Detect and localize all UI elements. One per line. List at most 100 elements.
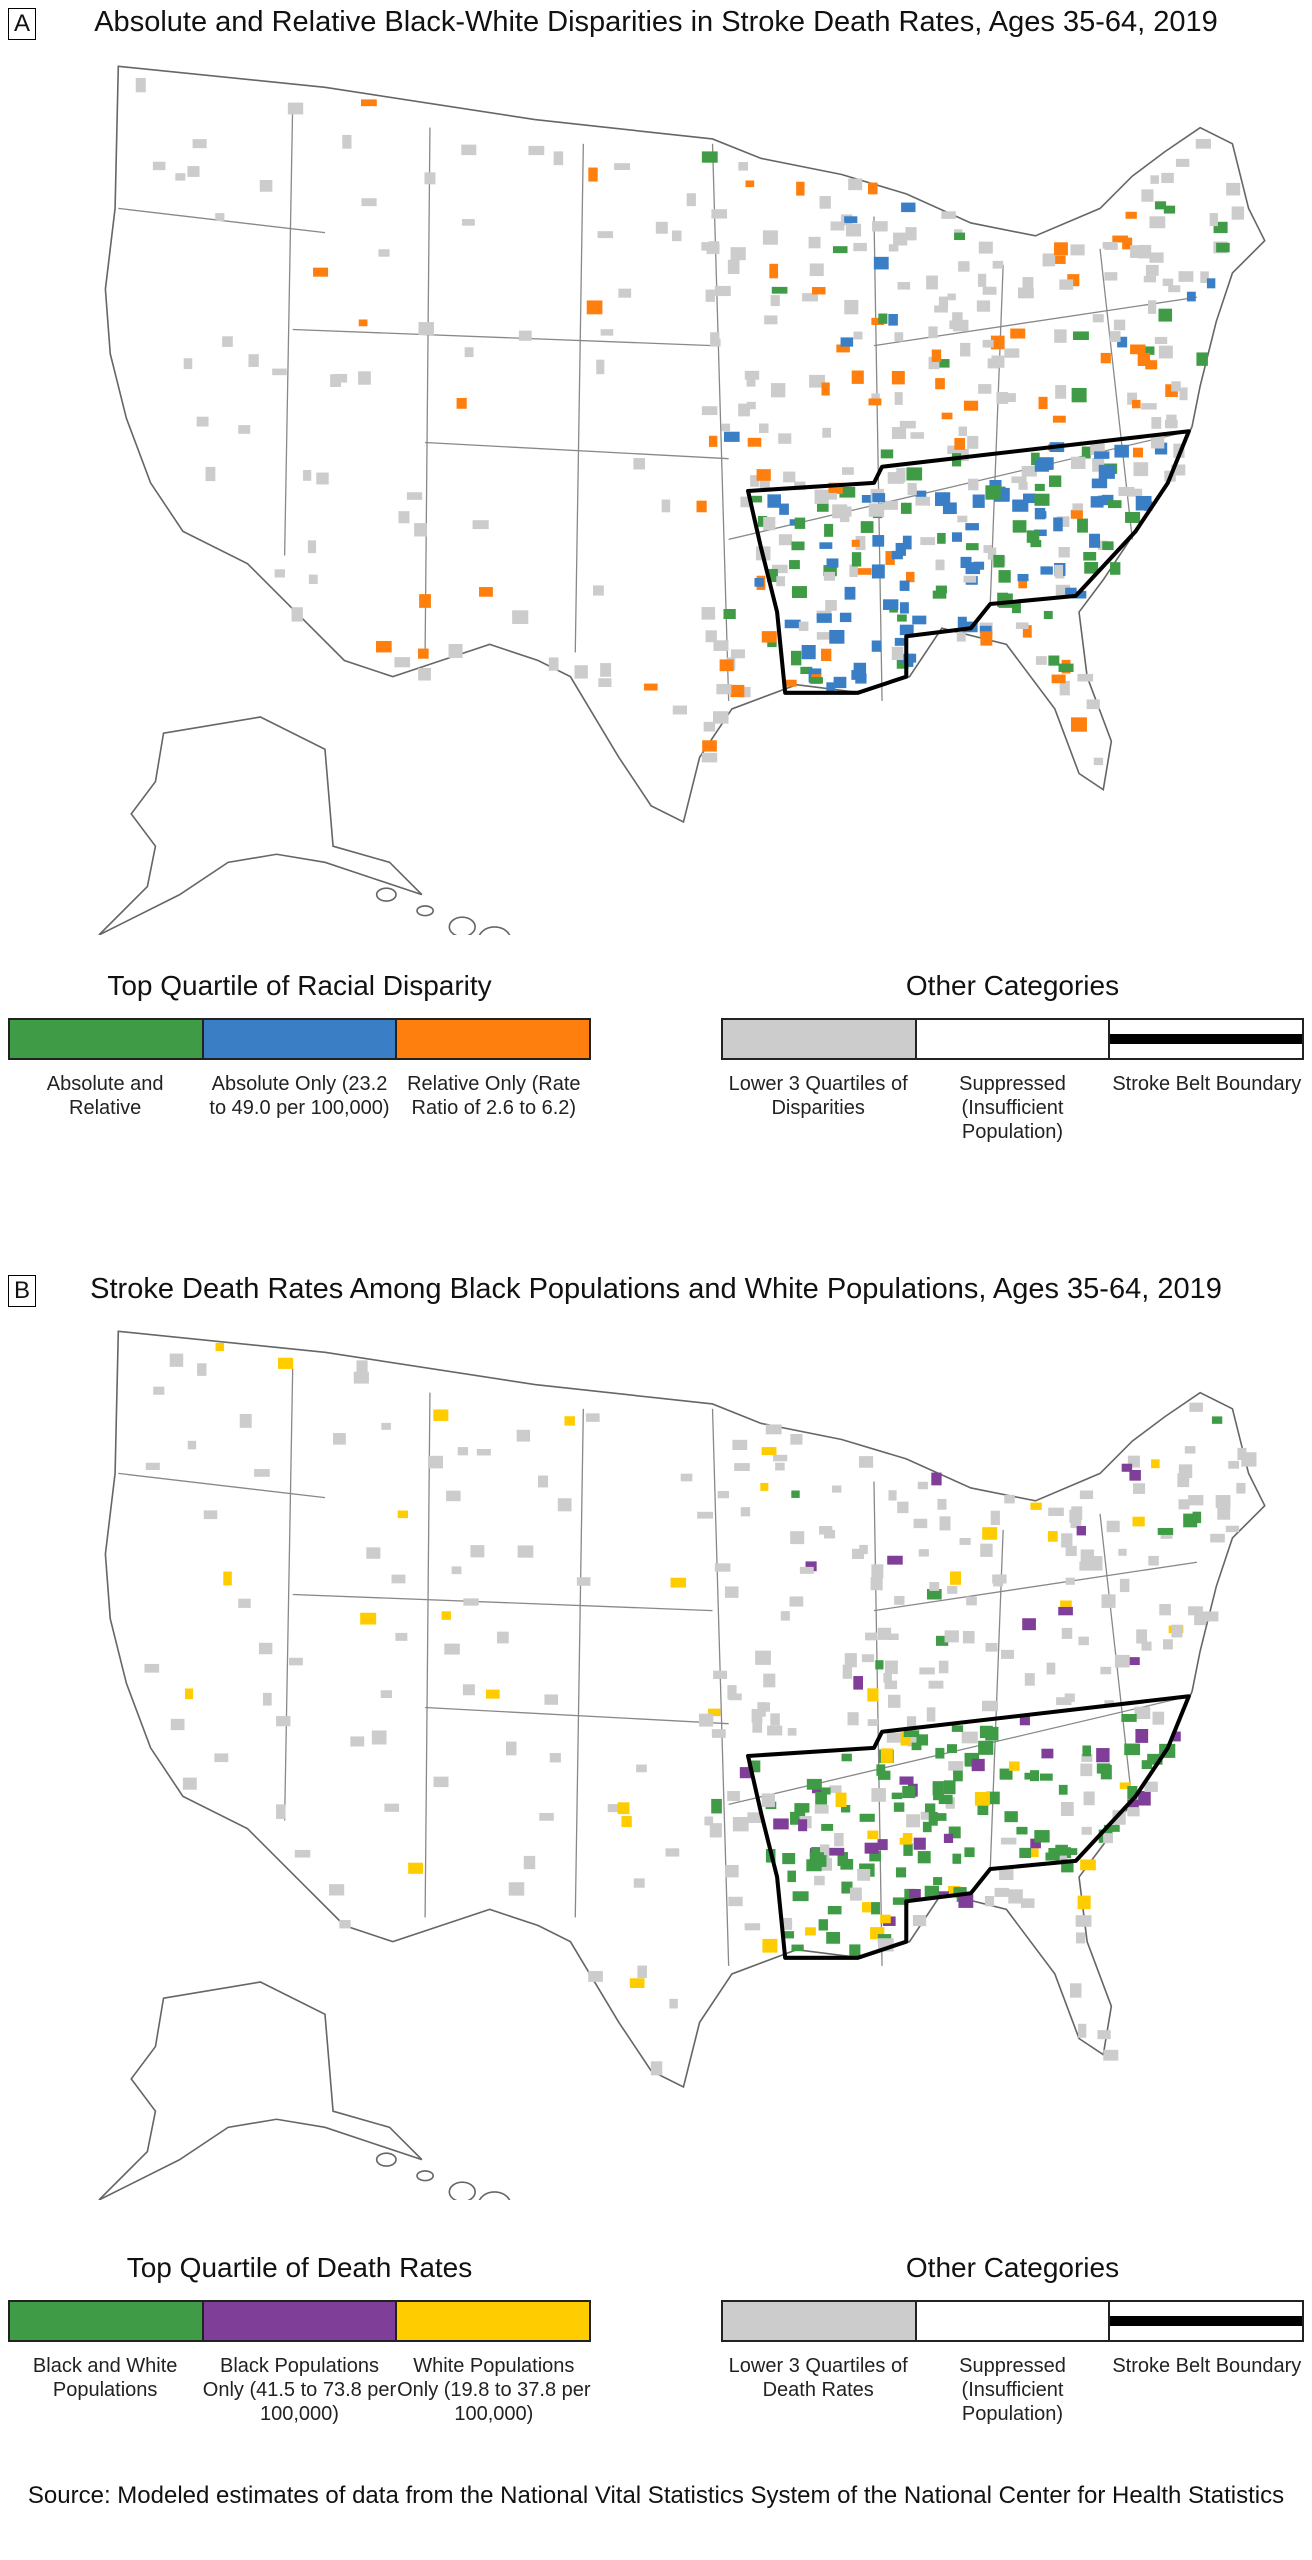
county bbox=[472, 520, 489, 530]
county bbox=[1030, 1502, 1042, 1510]
county bbox=[451, 1566, 462, 1575]
county bbox=[765, 1424, 782, 1435]
county bbox=[696, 500, 707, 513]
county bbox=[948, 1826, 961, 1839]
county bbox=[672, 705, 688, 715]
county bbox=[1081, 1754, 1093, 1762]
county bbox=[888, 244, 899, 252]
county bbox=[291, 607, 303, 622]
county bbox=[885, 551, 895, 565]
county bbox=[1200, 271, 1209, 283]
county bbox=[983, 545, 992, 553]
county bbox=[1059, 279, 1074, 290]
county bbox=[1196, 352, 1208, 366]
county bbox=[1101, 494, 1114, 504]
county bbox=[847, 1712, 859, 1726]
hawaii-island bbox=[375, 887, 397, 902]
county bbox=[778, 433, 792, 444]
county bbox=[1161, 172, 1174, 184]
county bbox=[698, 1713, 714, 1723]
county bbox=[848, 178, 863, 191]
county bbox=[994, 1887, 1010, 1897]
county bbox=[1017, 573, 1029, 582]
county bbox=[1206, 278, 1216, 289]
county bbox=[708, 435, 718, 447]
county bbox=[1035, 656, 1047, 665]
county bbox=[258, 1642, 273, 1655]
county bbox=[618, 288, 632, 298]
stroke-belt-boundary bbox=[746, 1694, 1191, 1960]
county bbox=[1228, 1460, 1240, 1469]
county bbox=[1094, 451, 1110, 459]
county bbox=[791, 1490, 800, 1498]
county bbox=[971, 1758, 985, 1772]
county bbox=[871, 564, 885, 579]
swatch-absolute-relative bbox=[10, 1020, 204, 1058]
county bbox=[725, 1864, 739, 1878]
county bbox=[951, 532, 962, 542]
county bbox=[1083, 551, 1097, 561]
county bbox=[985, 1726, 999, 1741]
county bbox=[1022, 1618, 1036, 1631]
county bbox=[1056, 1697, 1072, 1706]
county bbox=[697, 1511, 713, 1519]
state-border bbox=[292, 328, 713, 347]
county bbox=[1022, 625, 1032, 638]
county bbox=[360, 1612, 377, 1625]
county bbox=[819, 542, 833, 549]
county bbox=[727, 1685, 737, 1700]
county bbox=[1091, 478, 1108, 489]
county bbox=[973, 561, 985, 570]
county bbox=[358, 319, 368, 327]
county bbox=[272, 368, 287, 376]
county bbox=[789, 560, 800, 570]
county bbox=[892, 1897, 909, 1905]
county bbox=[757, 515, 768, 527]
county bbox=[1012, 520, 1027, 533]
county bbox=[316, 472, 329, 485]
county bbox=[1033, 529, 1047, 537]
county bbox=[703, 721, 716, 732]
county bbox=[852, 1548, 864, 1559]
county bbox=[968, 478, 979, 491]
county bbox=[841, 1805, 851, 1813]
county bbox=[816, 503, 829, 512]
county bbox=[701, 151, 718, 163]
county bbox=[444, 1643, 460, 1655]
county bbox=[1102, 541, 1114, 551]
county bbox=[398, 511, 410, 524]
county bbox=[709, 1823, 722, 1838]
county bbox=[705, 630, 717, 643]
county bbox=[276, 1804, 286, 1819]
county bbox=[845, 223, 862, 237]
county bbox=[1055, 1850, 1067, 1863]
county bbox=[1171, 464, 1186, 476]
county bbox=[961, 1731, 978, 1744]
county bbox=[414, 523, 427, 537]
county bbox=[942, 502, 957, 515]
county bbox=[1150, 434, 1165, 449]
county bbox=[714, 285, 731, 297]
state-border bbox=[728, 1695, 1189, 1806]
county bbox=[1127, 1807, 1140, 1817]
county bbox=[1148, 1555, 1159, 1566]
county bbox=[913, 1518, 928, 1529]
county bbox=[957, 616, 967, 630]
county bbox=[972, 494, 985, 508]
county bbox=[187, 166, 200, 177]
county bbox=[1104, 243, 1118, 250]
county bbox=[621, 1816, 632, 1828]
county bbox=[871, 1902, 880, 1915]
county bbox=[958, 426, 967, 437]
county bbox=[905, 227, 917, 241]
county bbox=[985, 1642, 998, 1652]
county bbox=[629, 1978, 645, 1988]
county bbox=[917, 1481, 928, 1490]
county bbox=[1132, 1483, 1146, 1494]
county bbox=[824, 523, 834, 537]
county bbox=[931, 349, 942, 362]
county bbox=[935, 1635, 949, 1646]
county bbox=[356, 1360, 368, 1374]
county bbox=[880, 1748, 893, 1763]
county bbox=[238, 425, 251, 434]
